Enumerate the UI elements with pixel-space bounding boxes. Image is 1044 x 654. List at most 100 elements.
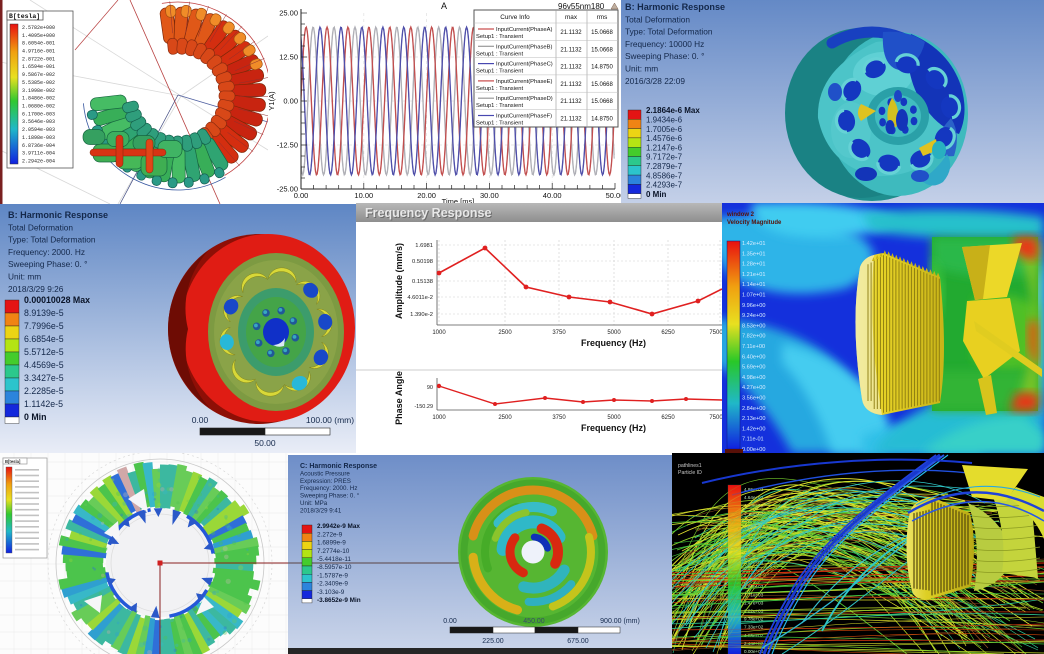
svg-text:5.5712e-5: 5.5712e-5 xyxy=(24,347,64,357)
svg-text:1000: 1000 xyxy=(432,330,446,336)
svg-text:InputCurrent(PhaseC): InputCurrent(PhaseC) xyxy=(496,62,553,68)
svg-text:21.1132: 21.1132 xyxy=(560,99,582,105)
svg-text:Acoustic Pressure: Acoustic Pressure xyxy=(300,470,350,477)
svg-text:5.5385e-002: 5.5385e-002 xyxy=(22,80,55,86)
svg-text:7.7996e-5: 7.7996e-5 xyxy=(24,321,64,331)
svg-text:20.00: 20.00 xyxy=(417,191,436,200)
svg-text:3750: 3750 xyxy=(552,330,566,336)
svg-text:2.0594e-003: 2.0594e-003 xyxy=(22,127,55,133)
svg-text:Sweeping Phase: 0. °: Sweeping Phase: 0. ° xyxy=(300,493,360,500)
svg-text:1.8486e-002: 1.8486e-002 xyxy=(22,96,55,102)
svg-text:3.9711e-004: 3.9711e-004 xyxy=(22,151,55,157)
svg-text:100.00 (mm): 100.00 (mm) xyxy=(306,415,354,425)
svg-text:2.2285e-5: 2.2285e-5 xyxy=(24,386,64,396)
svg-text:4.27e+00: 4.27e+00 xyxy=(742,385,766,391)
svg-text:9.5867e-002: 9.5867e-002 xyxy=(22,72,55,78)
svg-text:InputCurrent(PhaseA): InputCurrent(PhaseA) xyxy=(496,27,552,33)
svg-text:6.8736e-004: 6.8736e-004 xyxy=(22,143,55,149)
svg-text:7.2879e-7: 7.2879e-7 xyxy=(646,162,683,171)
svg-text:1.07e+01: 1.07e+01 xyxy=(742,293,766,299)
svg-text:InputCurrent(PhaseE): InputCurrent(PhaseE) xyxy=(496,79,552,85)
svg-text:5.69e+00: 5.69e+00 xyxy=(742,365,766,371)
svg-text:Unit: mm: Unit: mm xyxy=(8,272,41,282)
svg-text:Total Deformation: Total Deformation xyxy=(8,222,73,232)
svg-text:-2.3409e-9: -2.3409e-9 xyxy=(317,581,348,588)
svg-text:1.4095e+000: 1.4095e+000 xyxy=(22,33,55,39)
svg-text:Frequency (Hz): Frequency (Hz) xyxy=(581,423,646,433)
svg-text:25.00: 25.00 xyxy=(279,9,298,18)
svg-text:1.4576e-6: 1.4576e-6 xyxy=(646,134,683,143)
svg-text:14.8750: 14.8750 xyxy=(591,65,613,71)
svg-text:0.00: 0.00 xyxy=(283,97,298,106)
svg-text:1.7005e-6: 1.7005e-6 xyxy=(646,125,683,134)
svg-text:50.00: 50.00 xyxy=(254,438,276,448)
svg-text:1.390e-2: 1.390e-2 xyxy=(410,312,433,318)
svg-text:3.3427e-5: 3.3427e-5 xyxy=(24,373,64,383)
svg-text:1.35e+01: 1.35e+01 xyxy=(742,251,766,257)
svg-text:Frequency (Hz): Frequency (Hz) xyxy=(581,338,646,348)
svg-text:3.1998e-002: 3.1998e-002 xyxy=(22,88,55,94)
svg-text:0 Min: 0 Min xyxy=(24,412,46,422)
svg-text:5000: 5000 xyxy=(607,415,621,421)
svg-text:B: Harmonic Response: B: Harmonic Response xyxy=(8,210,108,220)
svg-text:pathlines1: pathlines1 xyxy=(678,463,702,469)
svg-text:5000: 5000 xyxy=(607,330,621,336)
svg-text:Velocity Magnitude: Velocity Magnitude xyxy=(727,220,782,226)
svg-text:2.9942e-9 Max: 2.9942e-9 Max xyxy=(317,523,360,530)
svg-text:1.96e+03: 1.96e+03 xyxy=(744,584,764,589)
svg-text:Frequency: 2000. Hz: Frequency: 2000. Hz xyxy=(300,485,357,492)
svg-text:1000: 1000 xyxy=(432,415,446,421)
svg-text:15.0668: 15.0668 xyxy=(591,82,613,88)
svg-text:3.5646e-003: 3.5646e-003 xyxy=(22,119,55,125)
svg-text:Setup1 : Transient: Setup1 : Transient xyxy=(476,121,523,127)
svg-text:InputCurrent(PhaseF): InputCurrent(PhaseF) xyxy=(496,114,552,120)
svg-text:7.33e+02: 7.33e+02 xyxy=(744,625,764,630)
svg-text:Particle ID: Particle ID xyxy=(678,470,702,476)
svg-text:4.6011e-2: 4.6011e-2 xyxy=(407,295,433,301)
svg-text:1.42e+01: 1.42e+01 xyxy=(742,241,766,247)
svg-text:Time [ms]: Time [ms] xyxy=(442,197,475,204)
svg-text:-5.4418e-11: -5.4418e-11 xyxy=(317,556,351,563)
svg-text:-8.5957e-10: -8.5957e-10 xyxy=(317,564,352,571)
svg-text:rms: rms xyxy=(597,14,608,21)
svg-text:Phase Angle: Phase Angle xyxy=(394,371,404,425)
svg-text:Curve Info: Curve Info xyxy=(500,14,530,21)
svg-text:6.40e+00: 6.40e+00 xyxy=(742,354,766,360)
svg-text:Unit: MPa: Unit: MPa xyxy=(300,500,328,507)
svg-text:2.4293e-7: 2.4293e-7 xyxy=(646,181,683,190)
svg-text:2.84e+00: 2.84e+00 xyxy=(742,406,766,412)
svg-text:0.50198: 0.50198 xyxy=(412,259,433,265)
svg-text:0.00: 0.00 xyxy=(192,415,209,425)
svg-text:6250: 6250 xyxy=(661,330,675,336)
svg-text:Setup1 : Transient: Setup1 : Transient xyxy=(476,69,523,75)
svg-text:14.8750: 14.8750 xyxy=(591,117,613,123)
svg-text:96v55nm180: 96v55nm180 xyxy=(558,2,605,11)
svg-text:9.96e+00: 9.96e+00 xyxy=(742,303,766,309)
svg-text:50.00: 50.00 xyxy=(606,191,621,200)
svg-text:21.1132: 21.1132 xyxy=(560,47,582,53)
svg-text:Total Deformation: Total Deformation xyxy=(625,14,690,24)
svg-text:6.6854e-5: 6.6854e-5 xyxy=(24,334,64,344)
svg-text:1.42e+00: 1.42e+00 xyxy=(742,426,766,432)
svg-text:8.9139e-5: 8.9139e-5 xyxy=(24,308,64,318)
svg-text:-3.103e-9: -3.103e-9 xyxy=(317,589,345,596)
svg-text:2.2942e-004: 2.2942e-004 xyxy=(22,158,55,164)
svg-text:7500: 7500 xyxy=(709,330,722,336)
svg-text:Frequency Response: Frequency Response xyxy=(365,206,491,220)
svg-text:2500: 2500 xyxy=(498,415,512,421)
svg-text:Unit: mm: Unit: mm xyxy=(625,64,658,74)
svg-text:225.00: 225.00 xyxy=(482,638,504,645)
svg-text:B[tesla]: B[tesla] xyxy=(5,459,21,464)
svg-text:7.2774e-10: 7.2774e-10 xyxy=(317,548,350,555)
svg-text:2.1864e-6 Max: 2.1864e-6 Max xyxy=(646,106,700,115)
svg-text:max: max xyxy=(565,14,578,21)
svg-text:30.00: 30.00 xyxy=(480,191,499,200)
svg-text:6.1700e-003: 6.1700e-003 xyxy=(22,111,55,117)
svg-text:7.82e+00: 7.82e+00 xyxy=(742,334,766,340)
svg-text:Setup1 : Transient: Setup1 : Transient xyxy=(476,86,523,92)
svg-text:-1.5787e-9: -1.5787e-9 xyxy=(317,572,348,579)
svg-text:1.28e+01: 1.28e+01 xyxy=(742,262,766,268)
svg-text:7500: 7500 xyxy=(709,415,722,421)
svg-text:2018/3/29 9:26: 2018/3/29 9:26 xyxy=(8,284,64,294)
svg-text:15.0668: 15.0668 xyxy=(591,47,613,53)
